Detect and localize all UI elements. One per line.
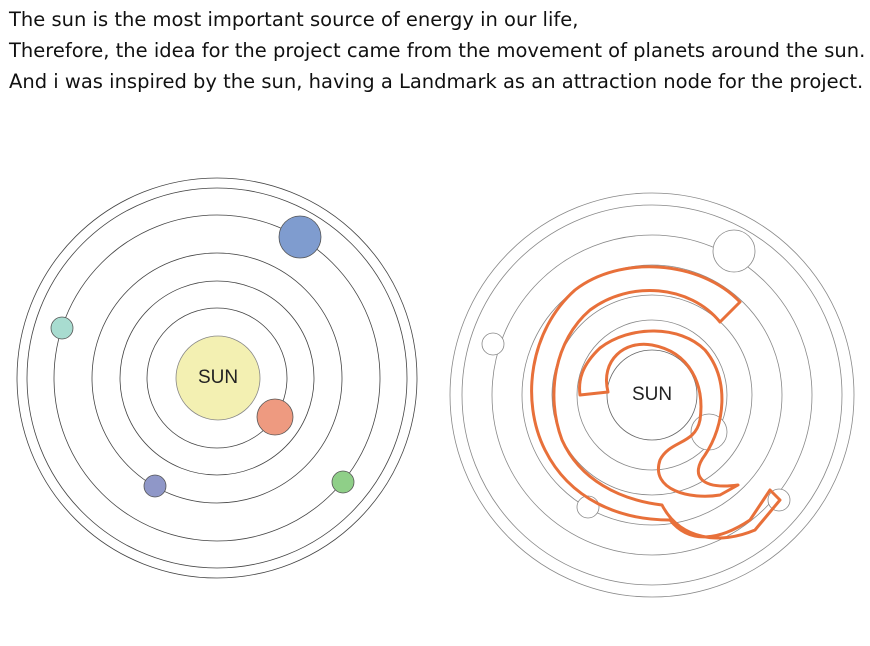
spiral-path-inner	[578, 329, 740, 498]
spiral-path	[530, 265, 782, 540]
planets	[50, 215, 355, 498]
text-line: Therefore, the idea for the project came…	[9, 39, 866, 62]
sun-label: SUN	[198, 367, 238, 388]
text-line: And i was inspired by the sun, having a …	[9, 70, 864, 93]
sun-label: SUN	[632, 384, 672, 405]
planet-outlines	[481, 229, 791, 519]
right-orbits	[449, 192, 855, 598]
left-orbits	[16, 177, 418, 579]
paragraph: The sun is the most important source of …	[9, 4, 865, 97]
text-line: The sun is the most important source of …	[9, 8, 579, 31]
sun	[175, 335, 261, 421]
